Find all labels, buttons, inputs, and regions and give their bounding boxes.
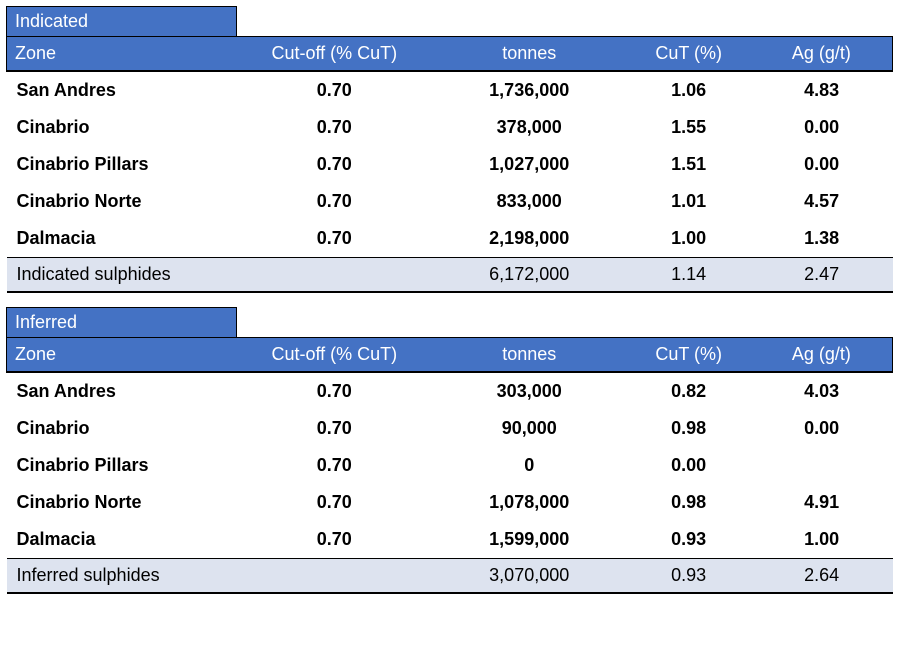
table-row: Cinabrio Pillars0.701,027,0001.510.00 xyxy=(7,146,893,183)
ag-cell xyxy=(751,447,893,484)
cutoff-cell: 0.70 xyxy=(237,109,432,146)
zone-cell: Cinabrio Pillars xyxy=(7,447,237,484)
total-ag: 2.64 xyxy=(751,559,893,594)
cut-cell: 1.51 xyxy=(627,146,751,183)
table-row: Dalmacia0.702,198,0001.001.38 xyxy=(7,220,893,258)
resource-table: IndicatedZoneCut-off (% CuT)tonnesCuT (%… xyxy=(6,6,893,293)
cutoff-cell: 0.70 xyxy=(237,71,432,109)
zone-cell: San Andres xyxy=(7,372,237,410)
cut-cell: 0.82 xyxy=(627,372,751,410)
zone-cell: Cinabrio Norte xyxy=(7,183,237,220)
table-row: Cinabrio0.7090,0000.980.00 xyxy=(7,410,893,447)
table-row: Cinabrio0.70378,0001.550.00 xyxy=(7,109,893,146)
total-ag: 2.47 xyxy=(751,258,893,293)
ag-cell: 1.38 xyxy=(751,220,893,258)
table-row: Cinabrio Norte0.70833,0001.014.57 xyxy=(7,183,893,220)
table-row: San Andres0.701,736,0001.064.83 xyxy=(7,71,893,109)
ag-cell: 1.00 xyxy=(751,521,893,559)
cut-cell: 1.00 xyxy=(627,220,751,258)
ag-cell: 0.00 xyxy=(751,410,893,447)
zone-cell: Dalmacia xyxy=(7,220,237,258)
total-label: Indicated sulphides xyxy=(7,258,237,293)
tonnes-cell: 1,736,000 xyxy=(432,71,627,109)
zone-cell: Cinabrio xyxy=(7,109,237,146)
cutoff-cell: 0.70 xyxy=(237,372,432,410)
table-title: Inferred xyxy=(7,308,237,338)
tonnes-cell: 1,027,000 xyxy=(432,146,627,183)
ag-cell: 4.03 xyxy=(751,372,893,410)
column-header: Ag (g/t) xyxy=(751,37,893,72)
cut-cell: 1.55 xyxy=(627,109,751,146)
table-title: Indicated xyxy=(7,7,237,37)
tonnes-cell: 1,599,000 xyxy=(432,521,627,559)
cut-cell: 0.93 xyxy=(627,521,751,559)
tonnes-cell: 833,000 xyxy=(432,183,627,220)
column-header: Zone xyxy=(7,338,237,373)
tonnes-cell: 303,000 xyxy=(432,372,627,410)
table-row: Cinabrio Norte0.701,078,0000.984.91 xyxy=(7,484,893,521)
ag-cell: 4.83 xyxy=(751,71,893,109)
ag-cell: 0.00 xyxy=(751,146,893,183)
total-row: Inferred sulphides 3,070,0000.932.64 xyxy=(7,559,893,594)
cutoff-cell: 0.70 xyxy=(237,521,432,559)
cut-cell: 0.00 xyxy=(627,447,751,484)
total-tonnes: 3,070,000 xyxy=(432,559,627,594)
total-cutoff xyxy=(237,559,432,594)
ag-cell: 4.57 xyxy=(751,183,893,220)
zone-cell: Dalmacia xyxy=(7,521,237,559)
total-cut: 0.93 xyxy=(627,559,751,594)
tonnes-cell: 90,000 xyxy=(432,410,627,447)
column-header: tonnes xyxy=(432,37,627,72)
tonnes-cell: 2,198,000 xyxy=(432,220,627,258)
tonnes-cell: 378,000 xyxy=(432,109,627,146)
cutoff-cell: 0.70 xyxy=(237,410,432,447)
total-label: Inferred sulphides xyxy=(7,559,237,594)
total-row: Indicated sulphides 6,172,0001.142.47 xyxy=(7,258,893,293)
cut-cell: 0.98 xyxy=(627,484,751,521)
column-header: Ag (g/t) xyxy=(751,338,893,373)
table-row: Dalmacia0.701,599,0000.931.00 xyxy=(7,521,893,559)
cutoff-cell: 0.70 xyxy=(237,146,432,183)
cutoff-cell: 0.70 xyxy=(237,183,432,220)
table-row: San Andres0.70303,0000.824.03 xyxy=(7,372,893,410)
cutoff-cell: 0.70 xyxy=(237,484,432,521)
ag-cell: 0.00 xyxy=(751,109,893,146)
table-row: Cinabrio Pillars0.7000.00 xyxy=(7,447,893,484)
column-header: Zone xyxy=(7,37,237,72)
resource-table: InferredZoneCut-off (% CuT)tonnesCuT (%)… xyxy=(6,307,893,594)
zone-cell: Cinabrio xyxy=(7,410,237,447)
total-tonnes: 6,172,000 xyxy=(432,258,627,293)
cutoff-cell: 0.70 xyxy=(237,220,432,258)
column-header: CuT (%) xyxy=(627,37,751,72)
cut-cell: 1.06 xyxy=(627,71,751,109)
column-header: Cut-off (% CuT) xyxy=(237,338,432,373)
tonnes-cell: 0 xyxy=(432,447,627,484)
cut-cell: 1.01 xyxy=(627,183,751,220)
zone-cell: San Andres xyxy=(7,71,237,109)
total-cut: 1.14 xyxy=(627,258,751,293)
column-header: CuT (%) xyxy=(627,338,751,373)
cut-cell: 0.98 xyxy=(627,410,751,447)
zone-cell: Cinabrio Norte xyxy=(7,484,237,521)
cutoff-cell: 0.70 xyxy=(237,447,432,484)
column-header: tonnes xyxy=(432,338,627,373)
tonnes-cell: 1,078,000 xyxy=(432,484,627,521)
total-cutoff xyxy=(237,258,432,293)
column-header: Cut-off (% CuT) xyxy=(237,37,432,72)
ag-cell: 4.91 xyxy=(751,484,893,521)
zone-cell: Cinabrio Pillars xyxy=(7,146,237,183)
